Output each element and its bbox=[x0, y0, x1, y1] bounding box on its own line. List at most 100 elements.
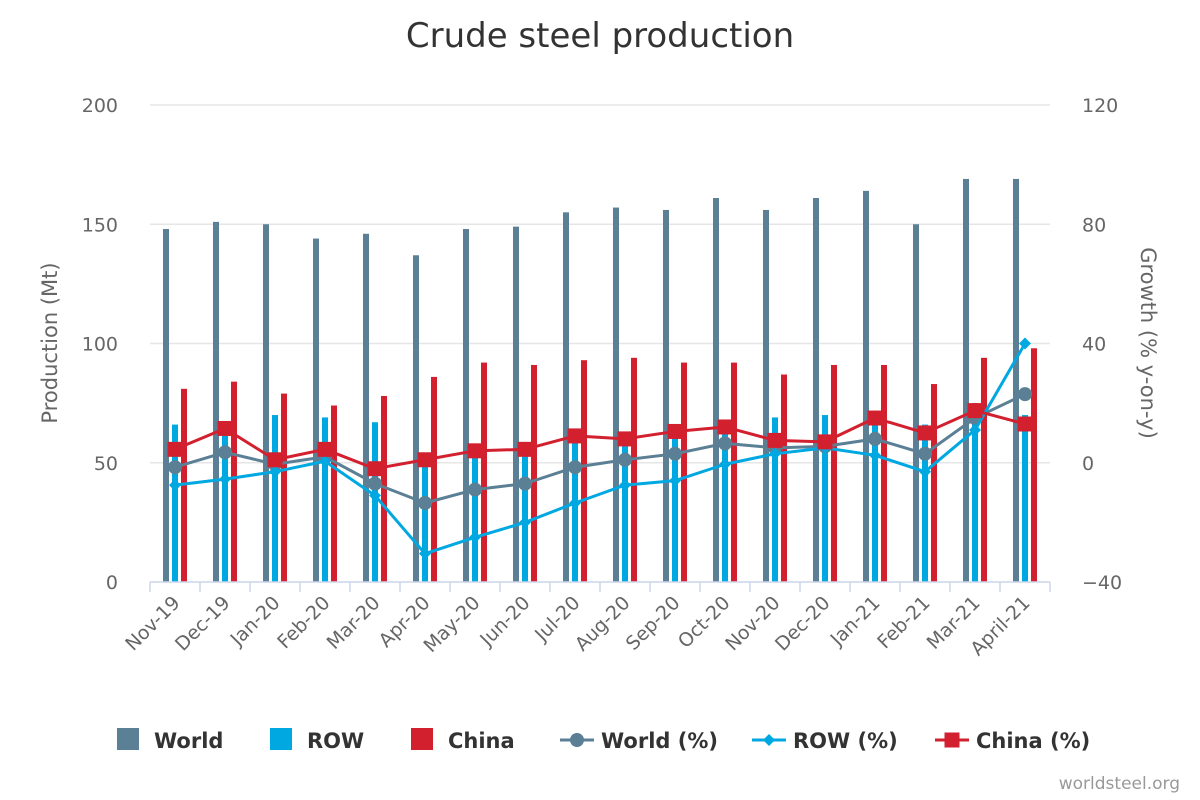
bar-world bbox=[463, 229, 469, 582]
x-tick-label: Dec-19 bbox=[171, 592, 235, 656]
bar-world bbox=[1013, 178, 1019, 582]
legend-item-row-pct[interactable]: ROW (%) bbox=[752, 729, 898, 753]
bar-row bbox=[722, 419, 728, 582]
credit-text[interactable]: worldsteel.org bbox=[1059, 774, 1180, 794]
bar-china bbox=[581, 360, 587, 582]
legend[interactable]: World ROW China World (%) ROW (%) China (%) bbox=[117, 728, 1090, 753]
x-tick-label: Aug-20 bbox=[571, 592, 635, 656]
x-tick-label: Nov-20 bbox=[721, 592, 784, 655]
line-series bbox=[167, 337, 1033, 560]
bar-china bbox=[281, 393, 287, 582]
bar-world bbox=[413, 255, 419, 582]
legend-item-row[interactable]: ROW bbox=[270, 728, 364, 753]
point-row-pct bbox=[569, 496, 581, 509]
bar-china bbox=[881, 364, 887, 582]
point-china-pct bbox=[1017, 416, 1033, 432]
legend-swatch bbox=[270, 728, 292, 750]
legend-label: World bbox=[154, 729, 223, 753]
point-china-pct bbox=[917, 425, 933, 441]
bar-row bbox=[1022, 415, 1028, 582]
bar-china bbox=[631, 357, 637, 582]
x-axis-ticks: Nov-19Dec-19Jan-20Feb-20Mar-20Apr-20May-… bbox=[121, 582, 1051, 660]
bar-world bbox=[663, 209, 669, 582]
bar-china bbox=[431, 376, 437, 582]
bar-row bbox=[172, 424, 178, 582]
bar-row bbox=[872, 424, 878, 582]
bar-row bbox=[322, 417, 328, 582]
point-china-pct bbox=[967, 403, 983, 419]
x-tick-label: Sep-20 bbox=[622, 592, 685, 655]
bar-china bbox=[231, 381, 237, 582]
bar-world bbox=[613, 207, 619, 582]
bar-china bbox=[481, 362, 487, 582]
legend-marker bbox=[763, 734, 775, 746]
bar-world bbox=[163, 229, 169, 582]
bar-world bbox=[713, 198, 719, 582]
point-row-pct bbox=[419, 547, 431, 560]
point-china-pct bbox=[367, 461, 383, 477]
legend-item-world-pct[interactable]: World (%) bbox=[560, 729, 718, 753]
line-china-pct bbox=[174, 409, 1026, 471]
bar-china bbox=[331, 405, 337, 582]
bar-row bbox=[922, 424, 928, 582]
point-row-pct bbox=[269, 465, 281, 478]
point-china-pct bbox=[467, 443, 483, 459]
x-tick-label: Nov-19 bbox=[121, 592, 184, 655]
x-tick-label: Jan-21 bbox=[826, 592, 885, 651]
y2-tick-label: 80 bbox=[1082, 214, 1106, 236]
bar-world bbox=[513, 226, 519, 582]
point-world-pct bbox=[168, 460, 182, 475]
point-world-pct bbox=[1018, 387, 1032, 402]
legend-item-world[interactable]: World bbox=[117, 728, 223, 753]
point-world-pct bbox=[868, 431, 882, 446]
y2-tick-label: −40 bbox=[1082, 572, 1122, 594]
legend-label: China bbox=[448, 729, 515, 753]
legend-item-china-pct[interactable]: China (%) bbox=[935, 729, 1090, 753]
point-china-pct bbox=[667, 423, 683, 439]
point-world-pct bbox=[218, 445, 232, 460]
bar-series bbox=[163, 178, 1037, 583]
point-world-pct bbox=[718, 436, 732, 451]
bar-row bbox=[372, 422, 378, 582]
point-row-pct bbox=[519, 516, 531, 529]
x-tick-label: Mar-20 bbox=[323, 592, 385, 654]
legend-label: ROW (%) bbox=[793, 729, 898, 753]
point-world-pct bbox=[518, 476, 532, 491]
legend-marker bbox=[570, 733, 584, 747]
point-china-pct bbox=[417, 452, 433, 468]
x-tick-label: May-20 bbox=[419, 592, 484, 657]
bar-row bbox=[422, 460, 428, 582]
legend-item-china[interactable]: China bbox=[411, 728, 515, 753]
left-axis-title: Production (Mt) bbox=[38, 262, 62, 423]
bar-world bbox=[963, 178, 969, 582]
point-row-pct bbox=[869, 449, 881, 462]
right-axis-title: Growth (% y-on-y) bbox=[1136, 247, 1160, 439]
legend-label: China (%) bbox=[976, 729, 1090, 753]
x-tick-label: Feb-21 bbox=[873, 592, 934, 653]
bar-china bbox=[1031, 348, 1037, 582]
y-tick-label: 0 bbox=[106, 572, 118, 594]
bar-row bbox=[222, 422, 228, 582]
bar-china bbox=[731, 362, 737, 582]
point-china-pct bbox=[167, 441, 183, 457]
bar-world bbox=[313, 238, 319, 582]
line-world-pct bbox=[174, 392, 1026, 505]
point-row-pct bbox=[469, 531, 481, 544]
point-row-pct bbox=[219, 473, 231, 486]
bar-world bbox=[913, 224, 919, 582]
point-row-pct bbox=[1019, 337, 1031, 350]
point-world-pct bbox=[418, 495, 432, 510]
bar-row bbox=[972, 403, 978, 582]
x-tick-label: Jun-20 bbox=[475, 592, 534, 651]
point-row-pct bbox=[969, 423, 981, 436]
bar-row bbox=[772, 417, 778, 582]
point-row-pct bbox=[919, 465, 931, 478]
y-tick-label: 150 bbox=[82, 214, 118, 236]
point-china-pct bbox=[717, 419, 733, 435]
bar-row bbox=[822, 415, 828, 582]
y-tick-label: 200 bbox=[82, 95, 118, 117]
bar-row bbox=[272, 415, 278, 582]
bar-china bbox=[381, 395, 387, 582]
point-row-pct bbox=[769, 447, 781, 460]
